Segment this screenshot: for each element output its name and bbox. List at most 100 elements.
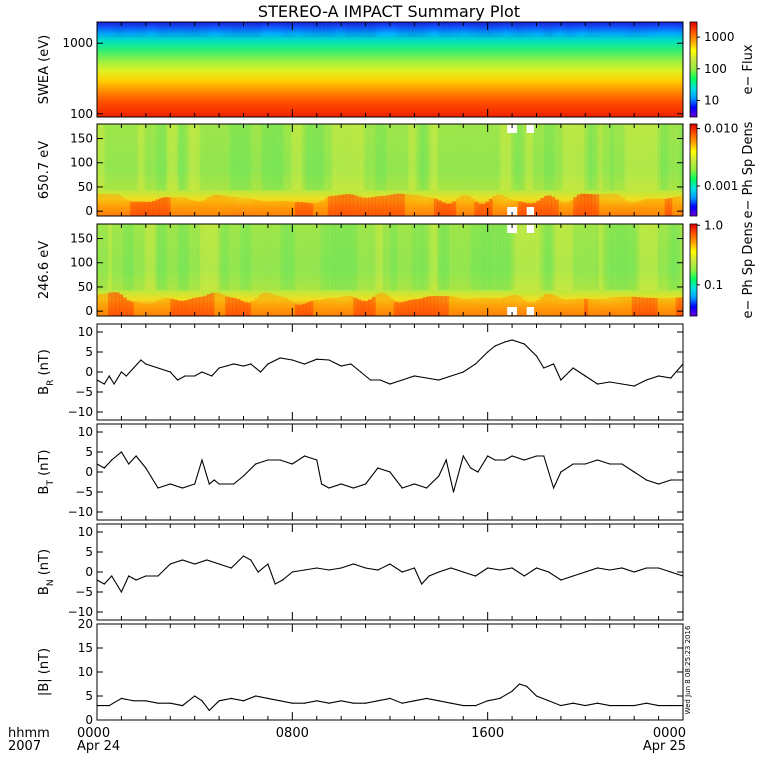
data-point xyxy=(135,455,137,457)
data-point xyxy=(596,702,599,704)
y-axis-label: 246.6 eV xyxy=(37,241,52,299)
data-point xyxy=(426,377,428,379)
x-axis-row1-label: hhmm xyxy=(8,726,50,741)
data-point xyxy=(584,463,586,465)
data-point xyxy=(184,375,186,377)
data-point xyxy=(242,555,245,557)
data-point xyxy=(526,685,528,688)
data-point xyxy=(169,702,171,704)
plot-area xyxy=(97,524,683,620)
colorbar xyxy=(689,123,698,217)
x-tick-label: 0000 xyxy=(77,726,110,741)
data-gap xyxy=(526,207,535,215)
data-point xyxy=(462,705,464,707)
data-point xyxy=(328,487,330,489)
data-point xyxy=(438,571,440,573)
data-point xyxy=(369,379,372,381)
data-point xyxy=(206,559,208,561)
data-point xyxy=(572,367,574,369)
data-point xyxy=(401,571,403,573)
data-point xyxy=(128,575,130,577)
y-tick-label: 5 xyxy=(85,545,93,559)
colorbar-tick-label: 10 xyxy=(704,93,719,107)
data-point xyxy=(218,483,220,485)
data-point xyxy=(413,700,415,702)
data-gap xyxy=(507,307,517,315)
data-point xyxy=(111,459,113,461)
data-point xyxy=(274,583,276,585)
data-point xyxy=(633,571,635,573)
data-point xyxy=(103,583,105,585)
plot-title: STEREO-A IMPACT Summary Plot xyxy=(258,2,520,21)
data-point xyxy=(157,487,159,489)
data-gap xyxy=(507,125,517,133)
y-tick-label: 150 xyxy=(70,132,93,146)
data-point xyxy=(474,363,477,365)
data-point xyxy=(445,459,447,461)
x-tick-label: 0800 xyxy=(276,726,309,741)
data-point xyxy=(413,567,415,569)
data-point xyxy=(609,381,611,383)
data-point xyxy=(609,569,611,571)
data-point xyxy=(523,575,525,577)
panel-bn: BN (nT) −10 −5 0 5 10 xyxy=(37,523,684,621)
data-point xyxy=(474,705,477,707)
data-point xyxy=(328,359,330,361)
y-tick-label: 10 xyxy=(78,425,93,439)
data-point xyxy=(360,371,362,373)
data-point xyxy=(621,567,623,569)
data-point xyxy=(658,483,660,485)
data-point xyxy=(291,463,293,465)
data-point xyxy=(260,371,262,373)
x-axis-row2-label: 2007 xyxy=(8,739,41,754)
data-point xyxy=(560,705,562,707)
data-point xyxy=(426,697,428,700)
y-tick-label: 100 xyxy=(70,256,93,270)
data-point xyxy=(255,695,257,697)
y-tick-label: 5 xyxy=(85,689,93,703)
data-point xyxy=(365,567,367,569)
data-point xyxy=(452,491,455,493)
data-point xyxy=(413,483,415,485)
colorbar-tick-label: 100 xyxy=(704,62,727,76)
y-tick-label: 1000 xyxy=(62,36,93,50)
data-gap xyxy=(526,125,535,133)
data-point xyxy=(103,383,105,385)
data-point xyxy=(511,567,513,569)
data-point xyxy=(316,567,318,569)
data-point xyxy=(303,455,306,457)
colorbar-label: e− Flux xyxy=(741,44,756,94)
data-point xyxy=(145,363,147,365)
data-point xyxy=(120,451,122,453)
panel-pad650: 0.001 0.010 e− Ph Sp Dens 650.7 eV 0 50 100 150 xyxy=(37,121,756,218)
data-point xyxy=(316,700,318,702)
data-point xyxy=(504,341,506,343)
y-tick-label: −10 xyxy=(68,605,93,619)
x-tick-sublabel: Apr 24 xyxy=(77,739,120,754)
data-point xyxy=(596,567,599,569)
data-point xyxy=(113,383,115,385)
data-point xyxy=(340,700,342,702)
panel-bmag: |B| (nT) 0 5 10 15 20 xyxy=(37,617,684,727)
y-tick-label: 100 xyxy=(70,156,93,170)
data-point xyxy=(658,567,660,569)
data-point xyxy=(560,579,562,581)
y-tick-label: 50 xyxy=(78,280,93,294)
data-point xyxy=(125,375,127,377)
plot-area xyxy=(97,324,683,420)
data-point xyxy=(377,467,379,469)
data-point xyxy=(428,575,430,577)
colorbar-tick-label: 1.0 xyxy=(704,218,723,232)
y-tick-label: 0 xyxy=(85,565,93,579)
data-point xyxy=(194,563,196,565)
data-point xyxy=(194,483,196,485)
y-tick-label: 0 xyxy=(85,713,93,727)
y-tick-label: 0 xyxy=(85,204,93,218)
data-point xyxy=(389,563,391,565)
data-point xyxy=(499,569,501,571)
data-point xyxy=(328,569,330,571)
y-axis-label: SWEA (eV) xyxy=(37,35,52,104)
data-point xyxy=(389,471,391,473)
